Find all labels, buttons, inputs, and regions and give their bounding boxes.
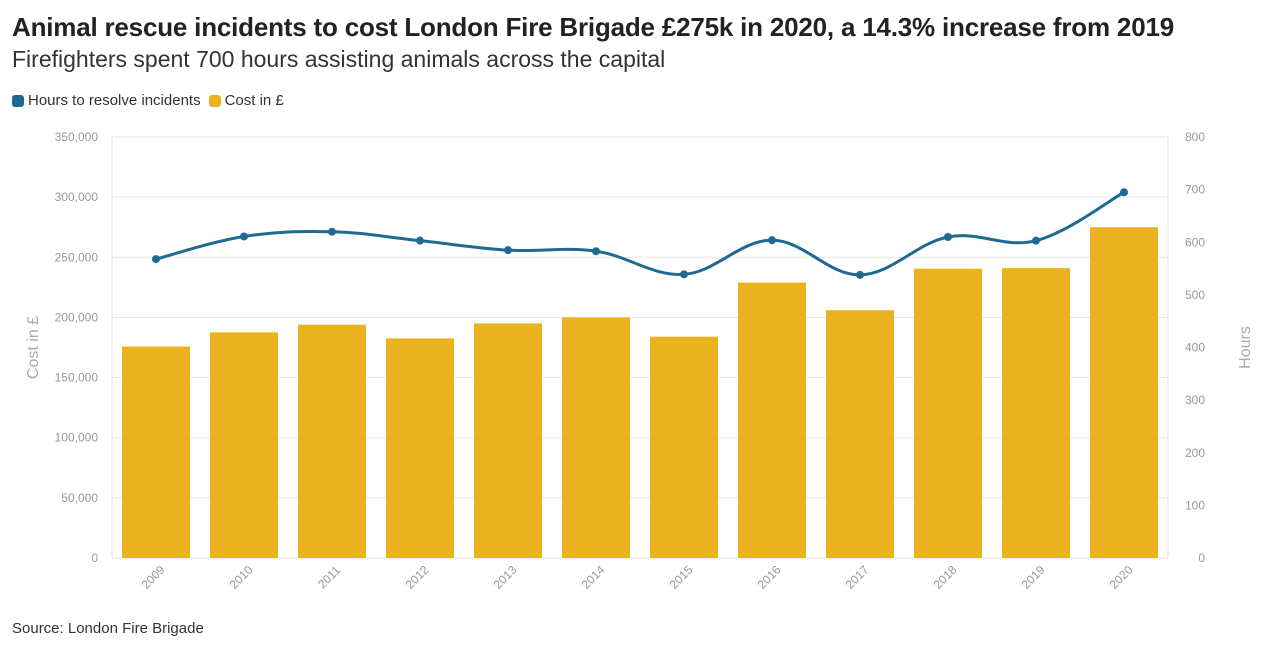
- bar-cost-2012: [386, 338, 454, 558]
- y-right-tick-label: 700: [1185, 183, 1205, 197]
- y-right-axis-title: Hours: [1237, 326, 1254, 369]
- point-hours-2018: [944, 232, 952, 241]
- point-hours-2015: [680, 270, 688, 279]
- legend-item-cost[interactable]: Cost in £: [208, 92, 284, 109]
- point-hours-2014: [592, 247, 600, 256]
- y-left-axis-title: Cost in £: [25, 316, 42, 379]
- bar-cost-2016: [738, 282, 806, 558]
- bar-cost-2014: [562, 317, 630, 558]
- bar-cost-2019: [1002, 268, 1070, 558]
- point-hours-2020: [1120, 188, 1128, 197]
- legend-label-cost: Cost in £: [224, 92, 284, 109]
- x-tick-label: 2020: [1107, 563, 1136, 592]
- x-tick-label: 2012: [403, 563, 432, 592]
- point-hours-2011: [328, 227, 336, 236]
- point-hours-2009: [152, 255, 160, 264]
- y-right-tick-label: 0: [1198, 551, 1205, 565]
- bar-cost-2015: [650, 336, 718, 558]
- y-left-tick-label: 200,000: [55, 310, 99, 324]
- y-right-tick-label: 500: [1185, 288, 1205, 302]
- point-hours-2012: [416, 236, 424, 245]
- point-hours-2016: [768, 236, 776, 245]
- bar-cost-2020: [1090, 227, 1158, 558]
- y-left-tick-label: 150,000: [55, 371, 99, 385]
- x-tick-label: 2017: [843, 563, 872, 592]
- point-hours-2013: [504, 246, 512, 255]
- bar-cost-2011: [298, 324, 366, 558]
- bar-cost-2018: [914, 268, 982, 558]
- line-hours: [155, 190, 1125, 277]
- y-right-tick-label: 800: [1185, 130, 1205, 144]
- point-hours-2010: [240, 232, 248, 241]
- chart-subtitle: Firefighters spent 700 hours assisting a…: [12, 46, 666, 72]
- bar-cost-2017: [826, 310, 894, 558]
- x-tick-label: 2011: [315, 563, 343, 591]
- point-hours-2019: [1032, 236, 1040, 245]
- x-tick-label: 2016: [755, 563, 784, 592]
- y-left-tick-label: 50,000: [61, 491, 98, 505]
- legend-item-hours[interactable]: Hours to resolve incidents: [12, 92, 201, 109]
- x-tick-label: 2009: [139, 563, 168, 592]
- y-left-tick-label: 250,000: [55, 250, 99, 264]
- x-tick-label: 2019: [1019, 563, 1048, 592]
- x-tick-label: 2015: [667, 563, 696, 592]
- legend-swatch-cost: [208, 94, 221, 107]
- source-note: Source: London Fire Brigade: [12, 620, 204, 637]
- x-tick-label: 2018: [931, 563, 960, 592]
- x-tick-label: 2013: [491, 563, 520, 592]
- y-left-tick-label: 0: [91, 551, 98, 565]
- legend-label-hours: Hours to resolve incidents: [28, 92, 201, 109]
- y-right-tick-label: 100: [1185, 498, 1205, 512]
- x-tick-label: 2010: [227, 563, 256, 592]
- chart-legend: Hours to resolve incidents Cost in £: [12, 92, 292, 109]
- y-left-tick-label: 350,000: [55, 130, 99, 144]
- x-tick-label: 2014: [579, 563, 608, 592]
- y-right-tick-label: 300: [1185, 393, 1205, 407]
- y-right-tick-label: 200: [1185, 446, 1205, 460]
- legend-swatch-hours: [12, 94, 24, 107]
- y-right-tick-label: 400: [1185, 341, 1205, 355]
- y-left-tick-label: 300,000: [55, 190, 99, 204]
- bar-cost-2010: [210, 332, 278, 558]
- bar-cost-2009: [122, 346, 190, 558]
- y-right-tick-label: 600: [1185, 235, 1205, 249]
- point-hours-2017: [856, 270, 864, 279]
- y-left-tick-label: 100,000: [55, 431, 99, 445]
- bar-cost-2013: [474, 323, 542, 558]
- chart-title: Animal rescue incidents to cost London F…: [12, 12, 1174, 42]
